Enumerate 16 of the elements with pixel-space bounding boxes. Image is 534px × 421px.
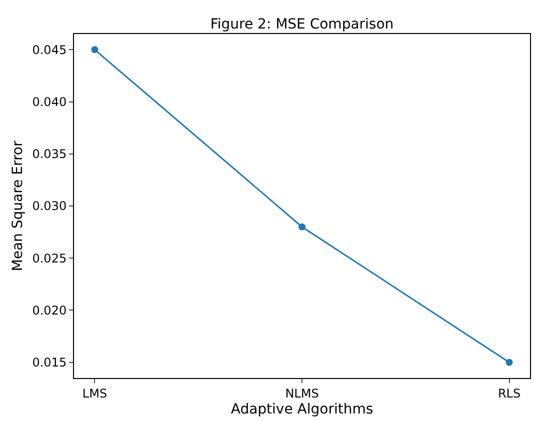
y-tick-label: 0.040 bbox=[32, 94, 67, 109]
x-axis-title: Adaptive Algorithms bbox=[230, 402, 374, 418]
y-tick-label: 0.030 bbox=[32, 199, 67, 214]
point bbox=[91, 46, 98, 54]
y-tick-label: 0.020 bbox=[32, 303, 67, 318]
x-tick-label: LMS bbox=[82, 386, 108, 400]
y-tick-label: 0.015 bbox=[32, 356, 67, 370]
point bbox=[506, 358, 513, 366]
x-tick-label: RLS bbox=[498, 386, 521, 400]
chart-title: Figure 2: MSE Comparison bbox=[210, 16, 394, 33]
y-axis-title: Mean Square Error bbox=[10, 140, 26, 272]
y-tick-label: 0.025 bbox=[32, 251, 67, 266]
y-tick-label: 0.035 bbox=[32, 147, 67, 162]
x-tick-label: NLMS bbox=[285, 386, 319, 400]
y-tick-label: 0.045 bbox=[32, 42, 67, 57]
point bbox=[298, 223, 306, 230]
